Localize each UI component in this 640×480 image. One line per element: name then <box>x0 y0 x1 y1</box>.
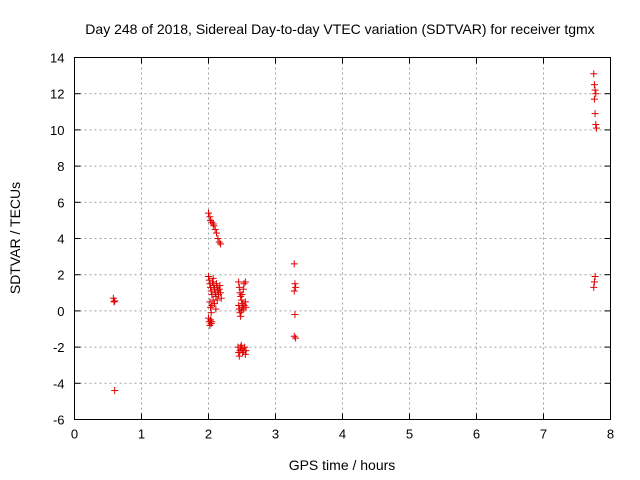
x-tick-label: 2 <box>205 427 212 442</box>
x-tick-label: 6 <box>473 427 480 442</box>
data-point <box>241 350 249 358</box>
data-point <box>209 220 217 228</box>
y-tick-label: 14 <box>50 51 64 66</box>
x-tick-label: 3 <box>272 427 279 442</box>
data-point <box>110 298 118 306</box>
y-tick-label: -2 <box>53 340 65 355</box>
data-point <box>242 347 250 355</box>
data-point <box>111 387 119 395</box>
data-point <box>207 283 215 291</box>
data-point <box>208 291 216 299</box>
data-point <box>214 235 222 242</box>
data-point <box>292 334 300 342</box>
data-point <box>241 343 249 351</box>
y-tick-label: 12 <box>50 87 64 102</box>
y-tick-label: 6 <box>57 195 64 210</box>
x-axis-title: GPS time / hours <box>289 457 396 473</box>
data-point <box>241 278 249 286</box>
data-point <box>207 287 215 295</box>
y-tick-label: -4 <box>53 376 65 391</box>
data-point <box>591 110 599 118</box>
data-point <box>237 341 245 349</box>
data-point <box>291 280 299 288</box>
data-point <box>207 320 215 328</box>
data-point <box>237 292 245 300</box>
data-point <box>215 285 223 293</box>
data-point <box>590 278 598 286</box>
data-point <box>292 283 300 291</box>
data-point <box>212 305 220 313</box>
data-point <box>209 274 217 282</box>
y-axis-title: SDTVAR / TECUs <box>7 182 23 294</box>
y-tick-label: -6 <box>53 413 65 428</box>
data-point <box>590 95 598 103</box>
data-point <box>211 300 219 308</box>
data-point <box>290 332 298 340</box>
y-tick-label: 4 <box>57 232 64 247</box>
grid <box>74 57 611 420</box>
x-tick-label: 5 <box>406 427 413 442</box>
data-point <box>205 276 213 284</box>
x-tick-label: 1 <box>138 427 145 442</box>
data-point <box>207 316 215 324</box>
data-point <box>591 86 599 94</box>
data-point <box>208 218 216 226</box>
y-tick-label: 0 <box>57 304 64 319</box>
data-point <box>291 311 299 319</box>
x-tick-label: 4 <box>339 427 346 442</box>
data-point <box>590 283 598 291</box>
data-point <box>205 273 212 281</box>
data-point <box>207 309 215 317</box>
data-point <box>207 303 215 311</box>
chart-title: Day 248 of 2018, Sidereal Day-to-day VTE… <box>85 21 594 37</box>
data-point <box>590 81 598 89</box>
data-point <box>592 120 600 128</box>
data-point <box>213 229 221 237</box>
data-point <box>216 282 224 290</box>
data-point <box>210 222 218 230</box>
data-point <box>206 298 214 306</box>
data-point <box>592 124 600 132</box>
x-tick-label: 0 <box>71 427 78 442</box>
data-point <box>215 238 223 246</box>
data-point <box>241 298 249 306</box>
data-point <box>217 289 225 297</box>
data-point <box>235 278 243 286</box>
data-point <box>111 297 119 305</box>
data-point <box>240 280 248 288</box>
data-point <box>290 287 298 295</box>
y-tick-label: 8 <box>57 159 64 174</box>
data-point <box>213 280 221 288</box>
y-tick-label: 10 <box>50 123 64 138</box>
data-point <box>206 321 214 329</box>
data-point <box>237 312 245 320</box>
data-point <box>235 352 243 360</box>
data-point <box>239 285 247 293</box>
data-point <box>236 309 244 317</box>
data-point <box>205 209 212 217</box>
data-point <box>213 296 221 304</box>
data-point <box>208 318 216 326</box>
y-tick-label: 2 <box>57 268 64 283</box>
data-point <box>592 90 600 98</box>
data-point <box>591 273 599 281</box>
data-point <box>211 225 219 233</box>
data-point <box>242 303 250 311</box>
data-point <box>217 240 225 248</box>
data-point <box>206 213 214 221</box>
data-point <box>217 294 225 302</box>
data-point <box>290 260 298 268</box>
data-points <box>109 70 600 395</box>
x-tick-label: 7 <box>540 427 547 442</box>
data-point <box>235 283 243 291</box>
data-point <box>207 216 215 224</box>
data-point <box>237 296 245 304</box>
data-point <box>209 278 217 286</box>
data-point <box>238 291 246 299</box>
data-point <box>590 70 598 78</box>
x-tick-label: 8 <box>607 427 614 442</box>
